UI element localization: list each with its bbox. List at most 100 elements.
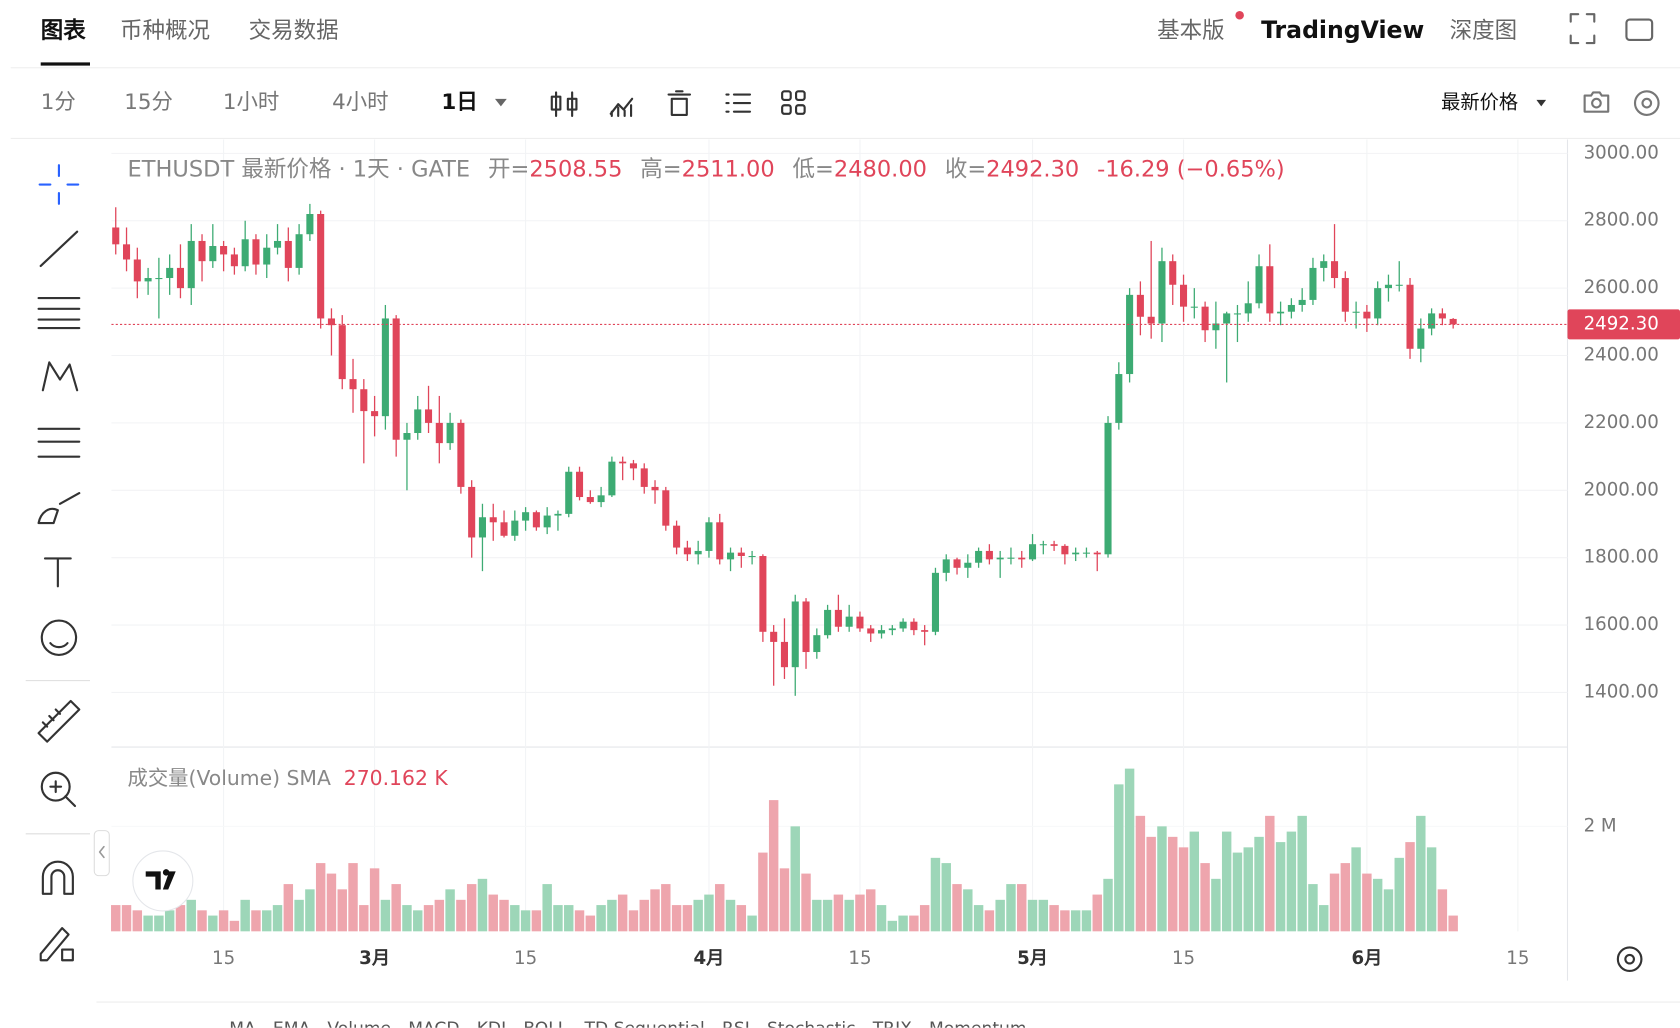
indicator-link[interactable]: TRIX xyxy=(872,1019,912,1028)
volume-bar xyxy=(887,920,898,932)
volume-bar xyxy=(1297,815,1307,932)
legend-value: 2492.30 xyxy=(986,156,1079,182)
volume-bar xyxy=(510,905,520,932)
layout-icon[interactable] xyxy=(781,104,792,115)
candle-body xyxy=(295,234,303,268)
price-source[interactable]: 最新价格 xyxy=(1441,91,1518,114)
layout-icon[interactable] xyxy=(781,90,792,101)
candle-body xyxy=(748,555,756,558)
dropdown-arrow[interactable] xyxy=(1536,99,1547,107)
candle-body xyxy=(338,325,346,380)
list-icon[interactable] xyxy=(725,93,752,113)
tv-logo[interactable] xyxy=(132,850,194,912)
volume-bar xyxy=(542,884,552,932)
brush-tool[interactable] xyxy=(37,492,81,525)
candle-body xyxy=(899,621,907,629)
interval[interactable]: 4小时 xyxy=(332,90,388,115)
indicator-link[interactable]: Stochastic xyxy=(767,1019,856,1028)
magnet-tool[interactable] xyxy=(41,860,74,895)
indicator-icon[interactable] xyxy=(609,97,634,118)
interval[interactable]: 1小时 xyxy=(223,90,279,115)
candle-body xyxy=(597,495,605,503)
candle-icon[interactable] xyxy=(550,91,578,118)
indicator-link[interactable]: MACD xyxy=(408,1019,459,1028)
volume-bar xyxy=(359,905,369,932)
volume-bar xyxy=(1049,905,1059,932)
candle-body xyxy=(1320,261,1328,268)
interval[interactable]: 1分 xyxy=(41,90,76,115)
candle-body xyxy=(651,486,659,491)
candle-body xyxy=(953,559,961,568)
indicator-link[interactable]: BOLL xyxy=(523,1019,567,1028)
tradingview-view[interactable]: TradingView xyxy=(1261,16,1424,44)
dropdown-arrow[interactable] xyxy=(495,98,507,107)
volume-bar xyxy=(369,868,380,932)
ruler-tool[interactable] xyxy=(37,699,81,743)
volume-bar xyxy=(715,884,725,932)
line-tool[interactable] xyxy=(39,230,79,268)
candle-body xyxy=(1330,261,1339,279)
interval[interactable]: 15分 xyxy=(124,90,173,115)
volume-bar xyxy=(423,905,434,932)
crosshair-tool[interactable] xyxy=(38,164,80,205)
indicator-link[interactable]: EMA xyxy=(273,1019,311,1028)
interval[interactable]: 1日 xyxy=(441,90,477,115)
volume-bar xyxy=(488,894,498,932)
candle-body xyxy=(888,628,896,631)
tab[interactable]: 图表 xyxy=(41,18,87,44)
basic-view[interactable]: 基本版 xyxy=(1157,18,1225,44)
volume-bar xyxy=(1340,863,1351,932)
pattern-tool[interactable] xyxy=(41,361,79,392)
template-icon[interactable] xyxy=(667,90,692,116)
volume-bar xyxy=(186,899,196,932)
candle-body xyxy=(608,461,616,496)
y-tick-label: 3000.00 xyxy=(1584,142,1659,163)
candle-body xyxy=(273,240,282,248)
volume-bar xyxy=(909,915,919,932)
candle-body xyxy=(187,240,195,289)
volume-bar xyxy=(143,915,153,932)
text-tool[interactable] xyxy=(43,557,72,588)
candle-body xyxy=(921,630,929,632)
lock-tool[interactable] xyxy=(39,927,74,962)
collapse-handle[interactable] xyxy=(93,830,110,877)
candle-body xyxy=(910,621,918,631)
volume-bar xyxy=(240,899,250,932)
volume-bar xyxy=(445,889,455,932)
tab[interactable]: 币种概况 xyxy=(120,18,210,44)
window-icon[interactable] xyxy=(1625,18,1654,41)
indicator-link[interactable]: MA xyxy=(229,1019,256,1028)
camera-icon[interactable] xyxy=(1583,91,1610,113)
axis-settings[interactable] xyxy=(1616,946,1643,973)
candle-body xyxy=(133,259,141,282)
volume-bar xyxy=(1168,836,1178,932)
candle-body xyxy=(220,246,228,255)
volume-bar xyxy=(1070,910,1081,932)
toolbar-icons xyxy=(550,90,806,118)
tab[interactable]: 交易数据 xyxy=(249,18,339,44)
zoom-tool[interactable] xyxy=(40,771,71,802)
layout-icon[interactable] xyxy=(795,104,806,115)
candle-body xyxy=(543,515,551,528)
settings-icon[interactable] xyxy=(1633,90,1660,116)
indicator-link[interactable]: KDJ xyxy=(477,1019,506,1028)
indicator-link[interactable]: Momentum xyxy=(929,1019,1027,1028)
zoom-plus xyxy=(49,780,77,808)
indicator-link[interactable]: TD Sequential xyxy=(583,1019,704,1028)
depth-view[interactable]: 深度图 xyxy=(1450,18,1518,44)
parallel-tool[interactable] xyxy=(37,297,81,330)
volume-bar xyxy=(995,899,1005,932)
volume-bar xyxy=(564,905,574,932)
volume-bar xyxy=(596,905,606,932)
layout-icon[interactable] xyxy=(795,90,806,101)
volume-bar xyxy=(1437,889,1448,932)
fib-tool[interactable] xyxy=(37,427,81,458)
y-tick-label: 2 M xyxy=(1584,815,1617,836)
volume-bar xyxy=(208,915,218,932)
indicator-link[interactable]: Volume xyxy=(327,1019,391,1028)
fullscreen-icon[interactable] xyxy=(1569,13,1596,45)
emoji-tool[interactable] xyxy=(40,619,78,656)
indicator-link[interactable]: RSI xyxy=(722,1019,750,1028)
y-tick-label: 1400.00 xyxy=(1584,681,1659,702)
candle-body xyxy=(1147,316,1155,324)
